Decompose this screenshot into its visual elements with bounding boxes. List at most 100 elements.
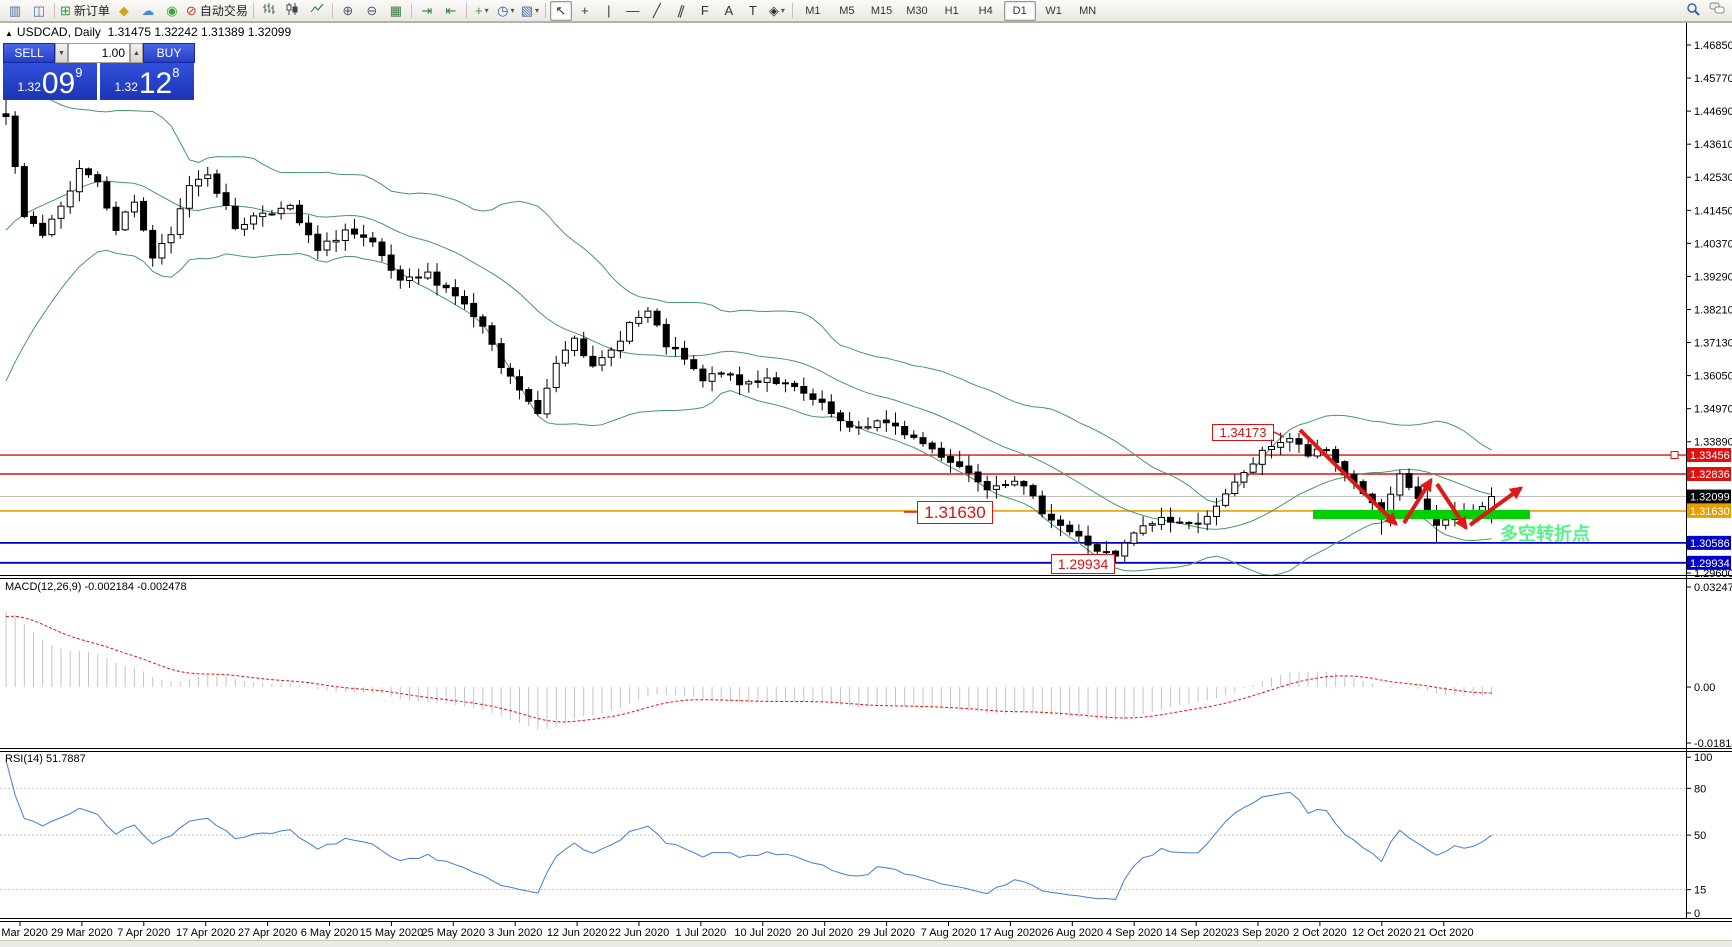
price-tick-label: 1.37130 [1694,338,1732,350]
candle-body [937,447,945,458]
timeframe-m1[interactable]: M1 [805,4,821,17]
trade-quotes: 1.32 09 9 1.32 12 8 [3,63,195,100]
timeframe-m30[interactable]: M30 [906,4,928,17]
chart-bars-button[interactable] [258,1,280,21]
text-button[interactable]: A [718,1,740,21]
timeframe-h1[interactable]: H1 [944,4,959,17]
candle-body [791,382,799,388]
horizontal-line-button[interactable]: — [622,1,644,21]
chart-shift-button[interactable]: ⇤ [440,1,462,21]
indicators-dropdown-icon[interactable]: ▾ [484,5,489,15]
signals-button[interactable]: ◉ [161,1,183,21]
new-chart-button[interactable]: ▥ [4,1,26,21]
volume-input[interactable] [68,43,130,63]
candle-body [772,377,780,385]
arrows-icon: ◈ [768,2,779,18]
price-tick-label: 1.34970 [1694,404,1732,416]
candle-body [305,222,313,236]
rsi-tick-label: 80 [1694,783,1706,795]
periods-button[interactable]: ◷ ▾ [495,1,517,21]
zigzag-arrow[interactable] [1435,482,1468,531]
date-tick-label: 22 Jun 2020 [609,927,670,939]
date-tick-label: 7 Aug 2020 [921,927,977,939]
buy-quote[interactable]: 1.32 12 8 [100,63,194,100]
sell-quote[interactable]: 1.32 09 9 [3,63,97,100]
community-icon: ☁ [141,2,155,18]
timeframe-mn[interactable]: MN [1079,4,1097,17]
candle-body [1047,513,1055,521]
timeframe-m15[interactable]: M15 [870,4,893,17]
periods-dropdown-icon[interactable]: ▾ [510,5,515,15]
search-button[interactable] [1682,1,1704,21]
timeframe-w1[interactable]: W1 [1045,4,1062,17]
candle-body [30,215,38,224]
templates-dropdown-icon[interactable]: ▾ [534,5,539,15]
macd-tick-label: -0.018182 [1694,738,1732,750]
candle-body [323,240,331,251]
crosshair-button[interactable]: + [574,1,596,21]
support-bar[interactable] [1313,510,1530,519]
zoom-in-button[interactable]: ⊕ [337,1,359,21]
trendline-button[interactable]: ╱ [646,1,668,21]
price-callout-1.34173[interactable]: 1.34173 [1212,424,1274,441]
collapse-triangle-icon[interactable]: ▲ [5,29,13,38]
timeframe-h4[interactable]: H4 [978,4,993,17]
chart-profiles-button[interactable]: ◫ [28,1,50,21]
candle-body [965,465,973,474]
new-order-button[interactable]: ⊞ 新订单 [59,1,111,21]
zigzag-arrow[interactable] [1468,486,1524,527]
macd-label: MACD(12,26,9) -0.002184 -0.002478 [5,581,187,593]
vertical-line-button[interactable]: | [598,1,620,21]
date-tick-label: 2 Oct 2020 [1293,927,1347,939]
price-callout-1.31630[interactable]: 1.31630 [917,501,993,524]
candle-body [607,349,615,358]
market-button[interactable]: ◆ [113,1,135,21]
auto-scroll-button[interactable]: ⇥ [416,1,438,21]
equidistant-channel-button[interactable]: ∥ [670,1,692,21]
zigzag-arrow[interactable] [1298,428,1398,526]
chart-note-text[interactable]: 多空转折点 [1500,524,1590,544]
autotrading-button[interactable]: ⊘ 自动交易 [185,1,249,21]
arrows-button[interactable]: ◈ ▾ [766,1,788,21]
tile-windows-button[interactable]: ▦ [385,1,407,21]
candle-body [149,229,157,259]
symbol-title: USDCAD, Daily [16,25,101,39]
volume-down-spinner[interactable]: ▼ [55,43,68,63]
sell-button[interactable]: SELL [3,43,55,63]
candle-body [1157,516,1165,525]
candle-body [754,380,762,383]
text-label-button[interactable]: T [742,1,764,21]
chart-line-button[interactable] [306,1,328,21]
timeframe-m5[interactable]: M5 [839,4,855,17]
candle-body [763,377,771,383]
candle-body [1295,438,1303,445]
chart-candles-button[interactable] [282,1,304,21]
buy-button[interactable]: BUY [143,43,195,63]
timeframe-d1[interactable]: D1 [1003,0,1036,21]
fibonacci-button[interactable]: F [694,1,716,21]
zoom-out-button[interactable]: ⊖ [361,1,383,21]
text-icon: A [724,2,734,18]
candle-body [616,340,624,352]
candle-body [708,373,716,382]
community-button[interactable]: ☁ [137,1,159,21]
price-tag-label: 1.32099 [1690,492,1730,504]
candle-body [561,349,569,364]
candle-body [1075,530,1083,537]
candle-body [781,382,789,385]
templates-button[interactable]: ▧ ▾ [519,1,541,21]
tile-windows-icon: ▦ [389,2,402,18]
zigzag-arrow[interactable] [1402,477,1433,525]
candle-body [506,367,514,377]
candle-body [891,422,899,427]
cursor-button[interactable]: ↖ [549,0,572,21]
indicators-button[interactable]: + ▾ [471,1,493,21]
price-callout-1.29934[interactable]: 1.29934 [1051,554,1115,574]
chat-button[interactable] [1706,1,1728,21]
candle-body [295,204,303,224]
candle-body [1011,480,1019,486]
candle-body [424,271,432,279]
arrows-dropdown-icon[interactable]: ▾ [780,5,785,15]
volume-up-spinner[interactable]: ▲ [130,43,143,63]
candle-body [222,192,230,206]
